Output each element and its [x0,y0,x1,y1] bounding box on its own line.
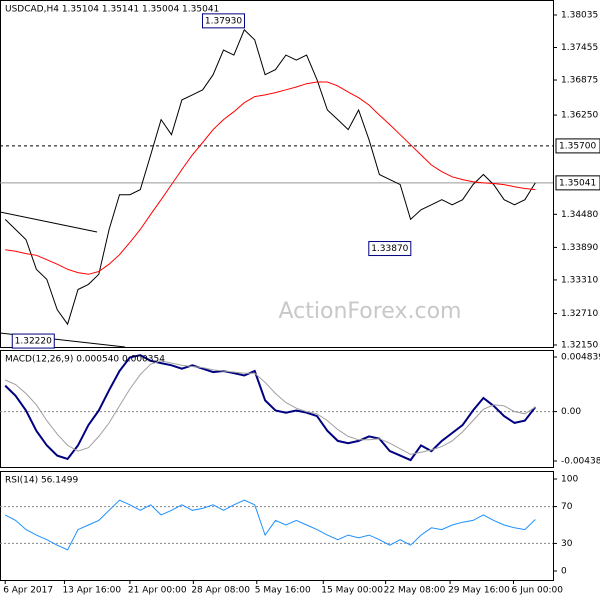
panel-frame [0,0,554,348]
y-tick-label: 30 [561,539,573,549]
y-tick-label: 1.34480 [561,210,598,220]
watermark: ActionForex.com [279,299,462,324]
x-tick-label: 22 May 08:00 [384,586,446,596]
y-tick-label: 100 [561,475,578,485]
y-tick-label: 1.32710 [561,309,598,319]
y-tick-label: -0.004381 [561,456,600,466]
panel-title: RSI(14) 56.1499 [5,476,78,486]
y-tick-label: 1.33890 [561,243,598,253]
x-tick-label: 28 Apr 08:00 [191,586,250,596]
x-tick-label: 13 Apr 16:00 [62,586,121,596]
series-line [4,499,536,551]
series-line [4,28,536,326]
panel-frame [0,350,554,468]
panel-frame [0,471,554,581]
level-label: 1.35041 [559,178,596,188]
y-tick-label: 1.36875 [561,76,598,86]
annotation-label: 1.37930 [205,16,242,26]
level-label: 1.35700 [559,141,596,151]
level-box [555,175,600,191]
panel-title: MACD(12,26,9) 0.000540 0.000354 [5,355,165,365]
annotation-box [201,13,245,29]
x-tick-label: 6 Jun 00:00 [512,586,564,596]
x-tick-label: 6 Apr 2017 [3,586,53,596]
y-tick-label: 0 [561,566,567,576]
y-tick-label: 1.36250 [561,111,598,121]
x-tick-label: 21 Apr 00:00 [128,586,187,596]
y-tick-label: 1.38035 [561,10,598,20]
y-tick-label: 1.37455 [561,43,598,53]
x-tick-label: 15 May 00:00 [321,586,383,596]
annotation-box [11,333,55,349]
annotation-box [368,241,412,257]
series-line [4,354,537,462]
y-tick-label: 0.00 [561,407,581,417]
x-tick-label: 29 May 16:00 [448,586,510,596]
x-tick-label: 5 May 16:00 [255,586,311,596]
annotation-label: 1.32220 [15,337,52,347]
trend-line [0,211,98,233]
series-line [5,81,536,275]
annotation-label: 1.33870 [371,244,408,254]
level-box [555,138,600,154]
series-line [5,360,536,455]
y-tick-label: 70 [561,502,573,512]
y-tick-label: 1.32150 [561,340,598,350]
y-tick-label: 1.33310 [561,275,598,285]
panel-title: USDCAD,H4 1.35104 1.35141 1.35004 1.3504… [5,5,219,15]
y-tick-label: 0.004839 [561,353,600,363]
